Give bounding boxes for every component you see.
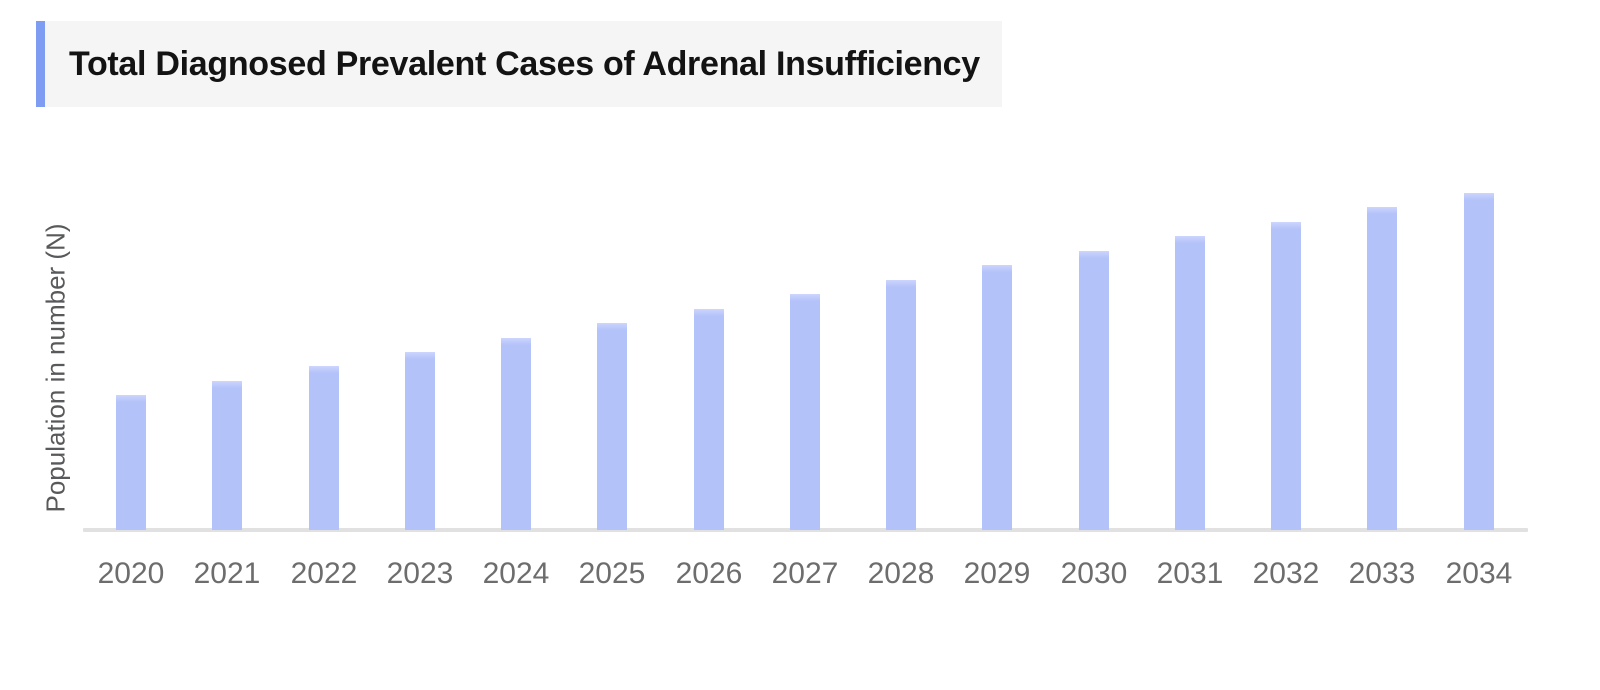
bar-2024: [501, 338, 531, 530]
bar-2023: [405, 352, 435, 530]
bar-2025: [597, 323, 627, 530]
x-tick-label-2022: 2022: [290, 557, 358, 590]
bar-2032: [1271, 222, 1301, 530]
bar-2020: [116, 395, 146, 530]
x-tick-label-2026: 2026: [675, 557, 743, 590]
bar-2029: [982, 265, 1012, 530]
bar-2034: [1464, 193, 1494, 530]
chart-title: Total Diagnosed Prevalent Cases of Adren…: [69, 44, 980, 83]
chart-title-banner: Total Diagnosed Prevalent Cases of Adren…: [36, 21, 1002, 107]
bar-2022: [309, 366, 339, 530]
x-tick-label-2032: 2032: [1252, 557, 1320, 590]
bar-2031: [1175, 236, 1205, 530]
bar-2028: [886, 280, 916, 530]
x-tick-label-2025: 2025: [578, 557, 646, 590]
bar-2026: [694, 309, 724, 530]
x-tick-label-2031: 2031: [1156, 557, 1224, 590]
x-tick-label-2027: 2027: [771, 557, 839, 590]
x-axis-line: [83, 528, 1528, 532]
x-tick-label-2023: 2023: [386, 557, 454, 590]
x-tick-label-2030: 2030: [1060, 557, 1128, 590]
x-tick-label-2029: 2029: [963, 557, 1031, 590]
x-tick-label-2028: 2028: [867, 557, 935, 590]
bar-2033: [1367, 207, 1397, 530]
y-axis-label: Population in number (N): [40, 223, 71, 513]
x-tick-label-2024: 2024: [482, 557, 550, 590]
x-tick-label-2033: 2033: [1348, 557, 1416, 590]
x-tick-label-2021: 2021: [193, 557, 261, 590]
bar-2021: [212, 381, 242, 530]
x-tick-label-2034: 2034: [1445, 557, 1513, 590]
bar-2027: [790, 294, 820, 530]
x-tick-label-2020: 2020: [97, 557, 165, 590]
bar-2030: [1079, 251, 1109, 530]
